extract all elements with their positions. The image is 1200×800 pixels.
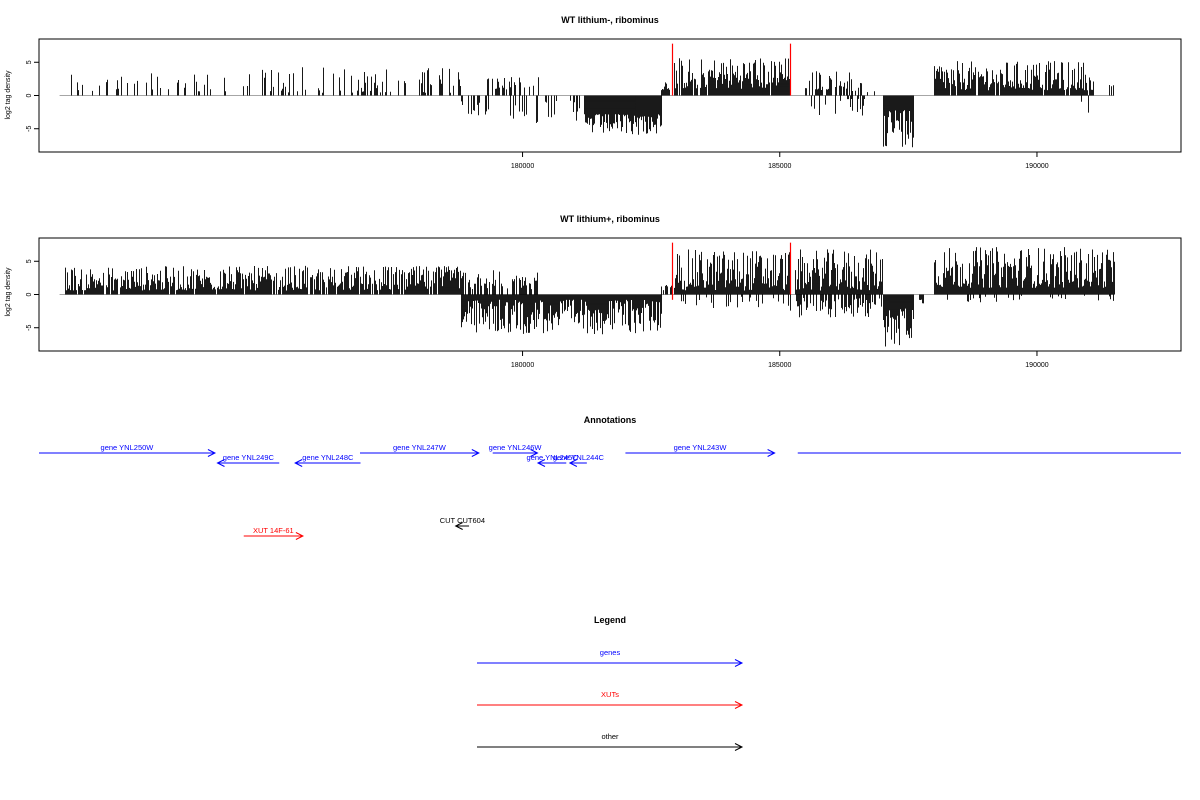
annotation-label: gene YNL244C [553, 453, 605, 462]
density-bars [59, 58, 1115, 148]
annotation-label: gene YNL249C [223, 453, 275, 462]
annotation-feature: gene YNL245C [527, 453, 579, 467]
legend-title: Legend [594, 615, 626, 625]
arrowhead [536, 459, 546, 467]
arrowhead [734, 743, 744, 751]
annotation-feature: gene YNL250W [39, 443, 217, 457]
y-tick-label: -5 [26, 126, 33, 132]
arrowhead [471, 449, 480, 457]
x-tick-label: 190000 [1025, 362, 1048, 369]
density-bar-series [71, 58, 1114, 148]
x-axis: 180000 185000 190000 [511, 152, 1049, 170]
y-tick-label: 5 [26, 60, 33, 64]
arrowhead [568, 459, 578, 467]
y-tick-label: 0 [26, 292, 33, 296]
arrowhead [207, 449, 217, 457]
legend-label: genes [600, 648, 621, 657]
x-tick-label: 185000 [768, 163, 791, 170]
arrowhead [216, 459, 225, 467]
annotations-title: Annotations [584, 415, 637, 425]
x-tick-label: 180000 [511, 362, 534, 369]
y-tick-label: -5 [26, 325, 33, 331]
panel-title: WT lithium+, ribominus [560, 214, 660, 224]
arrowhead [734, 659, 744, 667]
annotation-label: gene YNL247W [393, 443, 447, 452]
annotation-feature: gene YNL246W [489, 443, 543, 457]
annotation-feature: XUT 14F-61 [243, 526, 305, 540]
annotation-label: gene YNL250W [101, 443, 155, 452]
annotation-feature: gene YNL244C [553, 453, 605, 467]
y-tick-label: 5 [26, 259, 33, 263]
annotation-label: gene YNL248C [302, 453, 354, 462]
y-axis-label: log2 tag density [5, 70, 12, 120]
red-markers [671, 43, 792, 96]
legend-item: other [477, 732, 744, 751]
panel-lithium-plus: WT lithium+, ribominus log2 tag density … [5, 214, 1182, 369]
panel-title: WT lithium-, ribominus [561, 15, 659, 25]
panel-lithium-minus: WT lithium-, ribominus log2 tag density … [5, 15, 1182, 170]
arrowhead [454, 522, 463, 530]
density-bar-series [65, 247, 1115, 347]
arrowhead [734, 701, 744, 709]
y-axis-label: log2 tag density [5, 267, 12, 317]
annotation-label: gene YNL243W [674, 443, 728, 452]
density-bars [59, 247, 1115, 347]
annotation-feature: gene YNL249C [216, 453, 280, 467]
legend-label: XUTs [601, 690, 619, 699]
x-tick-label: 190000 [1025, 163, 1048, 170]
x-tick-label: 185000 [768, 362, 791, 369]
legend-label: other [601, 732, 619, 741]
annotation-feature: CUT CUT604 [440, 516, 485, 530]
annotations-track: Annotations gene YNL250W gene YNL249C gene… [39, 415, 1181, 540]
annotation-label: XUT 14F-61 [253, 526, 294, 535]
annotation-feature: gene YNL243W [625, 443, 776, 457]
annotation-label: CUT CUT604 [440, 516, 485, 525]
arrowhead [767, 449, 776, 457]
red-markers [671, 242, 792, 300]
annotation-label: gene YNL245C [527, 453, 579, 462]
annotation-feature: gene YNL248C [294, 453, 361, 467]
annotation-feature: gene YNL247W [359, 443, 480, 457]
y-axis: -5 0 5 [26, 259, 39, 331]
x-tick-label: 180000 [511, 163, 534, 170]
legend-item: XUTs [477, 690, 744, 709]
annotation-label: gene YNL246W [489, 443, 543, 452]
y-axis: -5 0 5 [26, 60, 39, 132]
x-axis: 180000 185000 190000 [511, 351, 1049, 369]
legend-item: genes [477, 648, 744, 667]
legend: Legend genes XUTs other [477, 615, 744, 751]
y-tick-label: 0 [26, 93, 33, 97]
arrowhead [294, 459, 303, 467]
arrowhead [530, 449, 539, 457]
arrowhead [295, 532, 305, 540]
